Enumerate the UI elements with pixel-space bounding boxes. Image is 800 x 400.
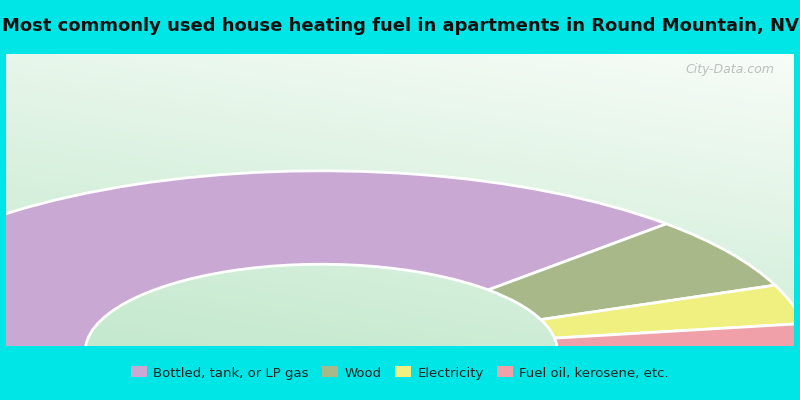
Wedge shape — [554, 324, 800, 352]
Text: City-Data.com: City-Data.com — [685, 63, 774, 76]
Legend: Bottled, tank, or LP gas, Wood, Electricity, Fuel oil, kerosene, etc.: Bottled, tank, or LP gas, Wood, Electric… — [131, 366, 669, 380]
Text: Most commonly used house heating fuel in apartments in Round Mountain, NV: Most commonly used house heating fuel in… — [2, 17, 798, 35]
Wedge shape — [0, 171, 666, 352]
Wedge shape — [541, 285, 800, 338]
Wedge shape — [488, 224, 775, 320]
